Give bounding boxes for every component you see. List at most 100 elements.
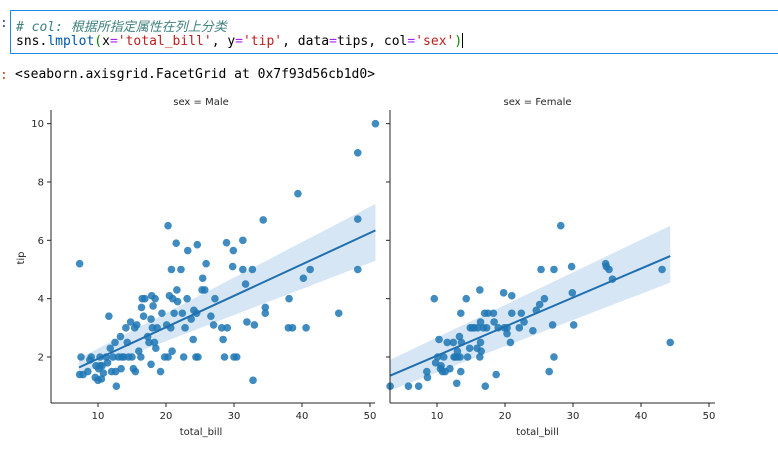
data-point	[112, 382, 121, 390]
data-point	[503, 329, 511, 338]
data-point	[288, 324, 297, 332]
data-point	[170, 309, 178, 318]
data-point	[535, 300, 544, 309]
data-point	[455, 332, 464, 341]
data-point	[217, 324, 226, 332]
data-point	[508, 291, 516, 300]
data-point	[449, 338, 458, 347]
data-point	[440, 353, 448, 361]
data-point	[167, 265, 176, 274]
data-point	[456, 353, 464, 361]
data-point	[181, 324, 189, 332]
x-axis-label: total_bill	[516, 427, 559, 438]
data-point	[145, 338, 153, 347]
data-point	[474, 324, 482, 332]
data-point	[109, 353, 117, 361]
data-point	[152, 344, 160, 353]
data-point	[202, 259, 210, 268]
code-call-line: sns.lmplot(x='total_bill', y='tip', data…	[16, 33, 464, 49]
data-point	[211, 294, 219, 303]
data-point	[353, 215, 362, 223]
code-arg-value: 'total_bill'	[117, 34, 212, 49]
facet-title: sex = Female	[504, 97, 572, 108]
code-sep: ,	[282, 34, 298, 49]
data-point	[117, 364, 125, 373]
data-point	[569, 321, 578, 329]
code-arg-key: x	[102, 34, 110, 49]
data-point	[173, 286, 181, 294]
input-prompt: :	[0, 16, 8, 31]
data-point	[135, 347, 143, 355]
data-point	[239, 265, 247, 274]
data-point	[482, 324, 491, 332]
data-point	[489, 309, 498, 318]
data-point	[423, 367, 431, 376]
data-point	[353, 149, 362, 157]
facet-panel-male: 10 20 30 40 50 2 4 6 8 10 sex = Male total_bill tip	[16, 97, 380, 438]
data-point	[164, 353, 172, 361]
output-text: <seaborn.axisgrid.FacetGrid at 0x7f93d56…	[15, 67, 376, 82]
x-tick-label: 10	[92, 411, 105, 422]
data-point	[193, 240, 202, 249]
data-point	[172, 239, 180, 248]
data-point	[414, 382, 423, 390]
data-point	[481, 382, 490, 390]
data-point	[131, 367, 140, 376]
data-point	[156, 367, 165, 376]
data-point	[568, 289, 577, 297]
data-point	[209, 321, 218, 329]
code-sep: ,	[368, 34, 384, 49]
data-point	[457, 309, 465, 318]
x-tick-label: 10	[431, 411, 444, 422]
output-prompt: :	[0, 68, 8, 83]
data-point	[194, 353, 202, 361]
data-point	[353, 265, 362, 274]
data-point	[294, 189, 302, 198]
data-point	[299, 274, 308, 283]
data-point	[550, 353, 558, 361]
code-cell-input[interactable]: # col: 根据所指定属性在列上分类 sns.lmplot(x='total_…	[10, 10, 778, 54]
data-point	[567, 262, 576, 271]
code-paren-open: (	[94, 34, 103, 49]
code-eq: =	[235, 34, 243, 49]
y-tick-label: 4	[38, 294, 44, 305]
facet-panel-female: 10 20 30 40 50 sex = Female total_bill	[386, 97, 715, 438]
data-point	[178, 309, 187, 318]
data-point	[137, 303, 146, 312]
data-point	[658, 265, 666, 274]
data-point	[499, 289, 508, 297]
data-point	[430, 294, 439, 303]
data-point	[228, 262, 237, 271]
data-point	[147, 360, 155, 369]
data-point	[179, 353, 188, 361]
data-point	[666, 338, 675, 347]
data-point	[404, 382, 413, 390]
code-arg-key: col	[383, 34, 408, 49]
code-object: sns.	[16, 34, 48, 49]
data-point	[435, 335, 443, 344]
data-point	[548, 321, 557, 329]
data-point	[506, 338, 515, 347]
x-tick-label: 20	[160, 411, 173, 422]
data-point	[457, 367, 465, 376]
data-point	[122, 324, 130, 332]
data-point	[443, 338, 452, 347]
data-point	[261, 303, 270, 312]
data-point	[462, 294, 471, 303]
data-point	[147, 315, 155, 323]
data-point	[243, 318, 251, 326]
data-point	[250, 321, 259, 329]
data-point	[446, 364, 454, 373]
data-point	[132, 321, 141, 329]
data-point	[550, 265, 558, 274]
data-point	[149, 302, 157, 310]
data-point	[97, 375, 106, 383]
text-cursor	[462, 33, 464, 48]
data-point	[452, 379, 461, 388]
y-tick-label: 8	[38, 177, 44, 188]
data-point	[232, 353, 241, 361]
data-point	[540, 294, 549, 303]
data-point	[476, 318, 485, 326]
data-point	[463, 353, 472, 361]
data-point	[222, 238, 231, 247]
